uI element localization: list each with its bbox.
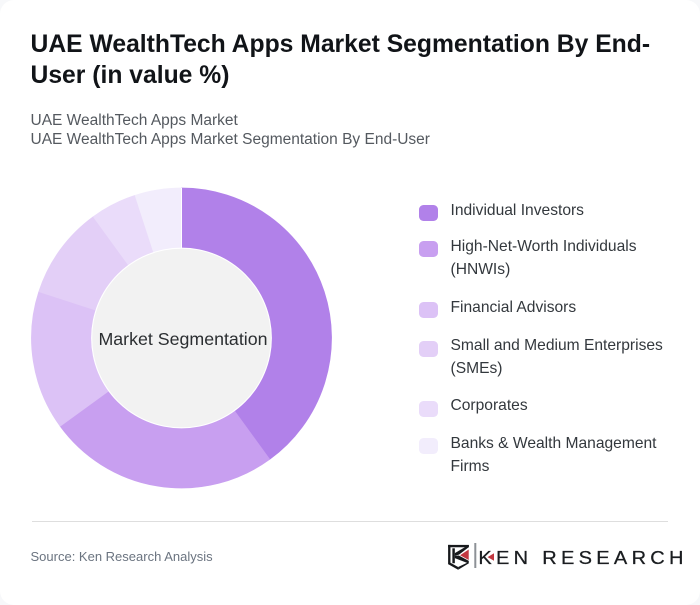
svg-text:Market Segmentation: Market Segmentation (98, 329, 267, 349)
svg-text:KEN RESEARCH: KEN RESEARCH (478, 549, 686, 569)
